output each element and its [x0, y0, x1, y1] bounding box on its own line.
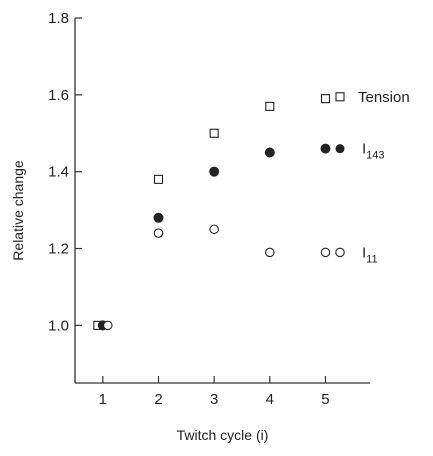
- i143-point: [264, 147, 275, 158]
- tension-point: [320, 94, 331, 104]
- i143-point: [209, 166, 220, 177]
- x-axis-title: Twitch cycle (i): [177, 427, 269, 443]
- y-tick-label: 1.0: [48, 317, 69, 334]
- tension-point: [153, 174, 164, 184]
- y-tick-label: 1.8: [48, 10, 69, 27]
- legend-label-2: I11: [362, 244, 378, 265]
- y-ticks: 1.0 1.2 1.4 1.6 1.8: [48, 10, 82, 334]
- y-axis-title: Relative change: [10, 160, 26, 261]
- i11-point: [265, 247, 275, 258]
- legend-label-0: Tension: [358, 89, 410, 106]
- x-ticks: 1 2 3 4 5: [99, 376, 330, 408]
- i143-point: [320, 143, 331, 154]
- series-1: [97, 143, 331, 331]
- x-tick-label: 5: [321, 391, 329, 408]
- series-0: [93, 94, 331, 330]
- data-points: [93, 94, 331, 331]
- tension-point: [265, 101, 275, 111]
- x-tick-label: 2: [154, 391, 162, 408]
- x-tick-label: 4: [266, 391, 274, 408]
- legend-marker-i143: [335, 144, 345, 154]
- tension-point: [209, 128, 219, 138]
- legend: Tension I143 I11: [335, 89, 410, 265]
- legend-marker-tension: [335, 92, 345, 102]
- y-tick-label: 1.6: [48, 87, 69, 104]
- y-tick-label: 1.2: [48, 241, 69, 258]
- legend-marker-i11: [335, 247, 345, 258]
- i143-point: [153, 212, 164, 223]
- x-tick-label: 3: [210, 391, 218, 408]
- i11-point: [103, 320, 113, 331]
- x-tick-label: 1: [99, 391, 107, 408]
- i11-point: [320, 247, 331, 258]
- i11-point: [153, 228, 164, 238]
- series-2: [103, 224, 331, 331]
- y-tick-label: 1.4: [48, 164, 69, 181]
- legend-label-1: I143: [362, 141, 385, 162]
- i11-point: [209, 224, 219, 235]
